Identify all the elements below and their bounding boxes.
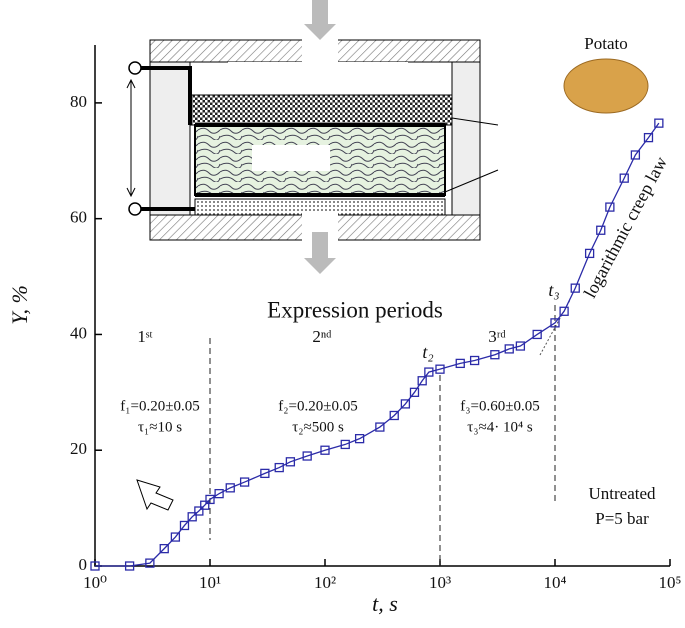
- data-point: [424, 367, 434, 377]
- data-point: [417, 376, 427, 386]
- data-point: [194, 506, 204, 516]
- data-point: [550, 318, 560, 328]
- data-point: [225, 483, 235, 493]
- data-point: [205, 494, 215, 505]
- data-point: [285, 457, 296, 467]
- data-point: [200, 500, 210, 510]
- condition: Untreated: [588, 484, 656, 503]
- data-point: [532, 329, 542, 340]
- period-label: 1ˢᵗ: [137, 327, 152, 346]
- period-param: τ₁≈10 s: [138, 419, 182, 435]
- data-point: [469, 355, 480, 366]
- data-point: [400, 399, 411, 409]
- data-point: [375, 422, 385, 432]
- y-tick-label: 20: [70, 439, 87, 458]
- x-tick-label: 10¹: [199, 573, 221, 592]
- time-label: t₂: [422, 342, 433, 362]
- data-point: [605, 202, 615, 212]
- period-param: f₃=0.60±0.05: [460, 398, 539, 414]
- data-point: [170, 532, 181, 542]
- y-tick-label: 0: [79, 555, 88, 574]
- data-point: [570, 283, 580, 293]
- data-point: [643, 132, 654, 143]
- x-tick-label: 10⁵: [659, 573, 682, 592]
- data-point: [179, 520, 190, 531]
- data-point: [596, 225, 606, 235]
- chart-title: Expression periods: [267, 297, 443, 322]
- data-point: [145, 558, 155, 568]
- y-tick-label: 60: [70, 208, 87, 227]
- potato: Potato: [563, 34, 649, 114]
- series-line: [95, 122, 660, 567]
- period-param: τ₃≈4· 10⁴ s: [467, 419, 533, 435]
- data-point: [124, 561, 135, 571]
- data-point: [389, 410, 399, 421]
- data-point: [409, 387, 420, 397]
- y-axis-label: Y, %: [7, 285, 32, 325]
- data-point: [515, 341, 526, 351]
- data-point: [630, 150, 641, 160]
- data-point: [654, 118, 664, 128]
- data-point: [320, 445, 330, 455]
- product-label: Potato: [584, 34, 627, 53]
- data-point: [584, 248, 595, 259]
- data-point: [490, 350, 500, 360]
- data-point: [159, 543, 169, 554]
- data-point: [239, 477, 250, 487]
- x-tick-label: 10²: [314, 573, 336, 592]
- x-tick-label: 10⁰: [83, 573, 107, 592]
- data-point: [455, 358, 465, 369]
- period-label: 3ʳᵈ: [488, 327, 505, 346]
- data-point: [354, 433, 365, 444]
- time-label: t₃: [548, 280, 559, 300]
- period-param: τ₂≈500 s: [292, 419, 344, 435]
- data-point: [90, 561, 100, 571]
- data-point: [504, 344, 514, 354]
- x-tick-label: 10⁴: [544, 573, 567, 592]
- data-point: [559, 306, 569, 316]
- data-point: [340, 439, 350, 450]
- inset-diagram: [126, 0, 499, 274]
- data-point: [435, 364, 445, 374]
- data-point: [260, 468, 270, 479]
- arrow: [136, 479, 174, 511]
- period-param: f₂=0.20±0.05: [278, 398, 357, 414]
- x-axis-label: t, s: [372, 591, 398, 616]
- y-tick-label: 80: [70, 92, 87, 111]
- condition: P=5 bar: [595, 509, 649, 528]
- x-tick-label: 10³: [429, 573, 451, 592]
- period-param: f₁=0.20±0.05: [120, 398, 199, 414]
- data-point: [187, 512, 197, 522]
- y-tick-label: 40: [70, 323, 87, 342]
- data-point: [619, 173, 629, 183]
- data-point: [302, 451, 312, 461]
- data-point: [214, 488, 224, 499]
- data-point: [274, 462, 284, 473]
- period-label: 2ⁿᵈ: [312, 327, 331, 346]
